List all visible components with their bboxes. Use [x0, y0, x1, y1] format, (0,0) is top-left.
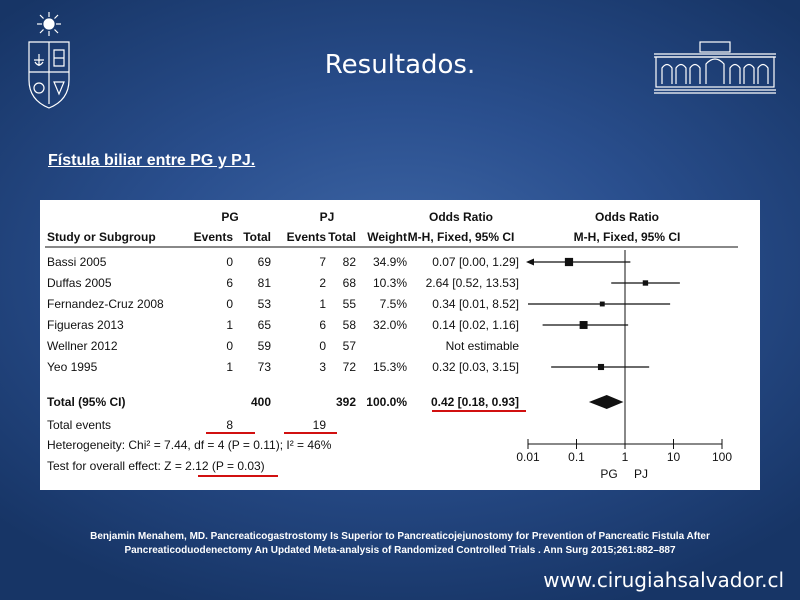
weight-value: 32.0%	[373, 318, 407, 332]
pj-events-value: 6	[319, 318, 326, 332]
pg-events-value: 0	[226, 297, 233, 311]
x-axis-tick-label: 10	[667, 450, 681, 464]
pg-events-value: 1	[226, 360, 233, 374]
study-name: Figueras 2013	[47, 318, 124, 332]
pj-events-value: 1	[319, 297, 326, 311]
citation-line-2: Pancreaticoduodenectomy An Updated Meta-…	[124, 545, 676, 556]
study-name: Yeo 1995	[47, 360, 98, 374]
study-point	[642, 280, 649, 286]
ci-text: Not estimable	[446, 339, 520, 353]
ci-text: 0.07 [0.00, 1.29]	[432, 255, 519, 269]
study-point	[579, 321, 588, 329]
university-seal-logo	[24, 10, 74, 110]
header-pj-events: Events	[287, 230, 327, 244]
total-events-label: Total events	[47, 418, 111, 432]
overall-effect-text: Test for overall effect: Z = 2.12 (P = 0…	[47, 459, 265, 473]
study-point	[597, 363, 605, 371]
study-name: Fernandez-Cruz 2008	[47, 297, 164, 311]
total-events-pj: 19	[313, 418, 327, 432]
header-pj: PJ	[320, 210, 335, 224]
header-method: M-H, Fixed, 95% CI	[408, 230, 515, 244]
pg-events-value: 6	[226, 276, 233, 290]
pj-total-value: 72	[343, 360, 357, 374]
pj-total-value: 58	[343, 318, 357, 332]
forest-plot-panel: PG PJ Odds Ratio Odds Ratio Study or Subgrou…	[40, 200, 760, 490]
header-study: Study or Subgroup	[47, 230, 156, 244]
x-axis-tick-label: 1	[622, 450, 629, 464]
x-axis-tick-label: 0.01	[516, 450, 540, 464]
forest-plot: PG PJ Odds Ratio Odds Ratio Study or Subgrou…	[45, 210, 738, 481]
hospital-building-logo	[652, 40, 778, 96]
header-pg: PG	[221, 210, 238, 224]
summary-diamond	[588, 395, 624, 409]
study-point	[564, 257, 574, 267]
header-plot-odds-ratio: Odds Ratio	[595, 210, 659, 224]
slide-title: Resultados.	[324, 50, 476, 80]
weight-value: 7.5%	[380, 297, 408, 311]
pg-total-value: 65	[258, 318, 272, 332]
x-axis-tick-label: 0.1	[568, 450, 585, 464]
favours-left-label: PG	[600, 467, 617, 481]
pj-total-value: 55	[343, 297, 357, 311]
pj-total-value: 82	[343, 255, 357, 269]
header-plot-method: M-H, Fixed, 95% CI	[574, 230, 681, 244]
pg-events-value: 1	[226, 318, 233, 332]
slide-subtitle: Fístula biliar entre PG y PJ.	[48, 152, 256, 169]
header-pj-total: Total	[328, 230, 356, 244]
citation-line-1: Benjamin Menahem, MD. Pancreaticogastros…	[90, 531, 710, 542]
header-pg-total: Total	[243, 230, 271, 244]
total-label: Total (95% CI)	[47, 395, 125, 409]
pj-events-value: 3	[319, 360, 326, 374]
pg-total-value: 81	[258, 276, 272, 290]
pg-events-value: 0	[226, 339, 233, 353]
pg-total-value: 69	[258, 255, 272, 269]
pg-total-value: 73	[258, 360, 272, 374]
pg-total-value: 59	[258, 339, 272, 353]
study-point	[599, 301, 605, 307]
pj-total-value: 68	[343, 276, 357, 290]
ci-text: 0.32 [0.03, 3.15]	[432, 360, 519, 374]
ci-text: 2.64 [0.52, 13.53]	[426, 276, 519, 290]
x-axis-tick-label: 100	[712, 450, 732, 464]
citation: Benjamin Menahem, MD. Pancreaticogastros…	[40, 530, 760, 558]
weight-value: 34.9%	[373, 255, 407, 269]
study-name: Bassi 2005	[47, 255, 107, 269]
pj-events-value: 7	[319, 255, 326, 269]
header-weight: Weight	[367, 230, 407, 244]
heterogeneity-text: Heterogeneity: Chi² = 7.44, df = 4 (P = …	[47, 438, 332, 452]
ci-text: 0.34 [0.01, 8.52]	[432, 297, 519, 311]
total-weight: 100.0%	[366, 395, 407, 409]
total-pg-total: 400	[251, 395, 271, 409]
total-events-pg: 8	[226, 418, 233, 432]
ci-arrow-left	[526, 258, 534, 266]
header-odds-ratio: Odds Ratio	[429, 210, 493, 224]
weight-value: 15.3%	[373, 360, 407, 374]
pj-events-value: 0	[319, 339, 326, 353]
pj-events-value: 2	[319, 276, 326, 290]
website-link[interactable]: www.cirugiahsalvador.cl	[543, 568, 784, 592]
pj-total-value: 57	[343, 339, 357, 353]
pg-total-value: 53	[258, 297, 272, 311]
study-name: Wellner 2012	[47, 339, 118, 353]
header-pg-events: Events	[194, 230, 234, 244]
study-name: Duffas 2005	[47, 276, 112, 290]
total-ci-text: 0.42 [0.18, 0.93]	[431, 395, 519, 409]
total-pj-total: 392	[336, 395, 356, 409]
pg-events-value: 0	[226, 255, 233, 269]
weight-value: 10.3%	[373, 276, 407, 290]
favours-right-label: PJ	[634, 467, 648, 481]
ci-text: 0.14 [0.02, 1.16]	[432, 318, 519, 332]
